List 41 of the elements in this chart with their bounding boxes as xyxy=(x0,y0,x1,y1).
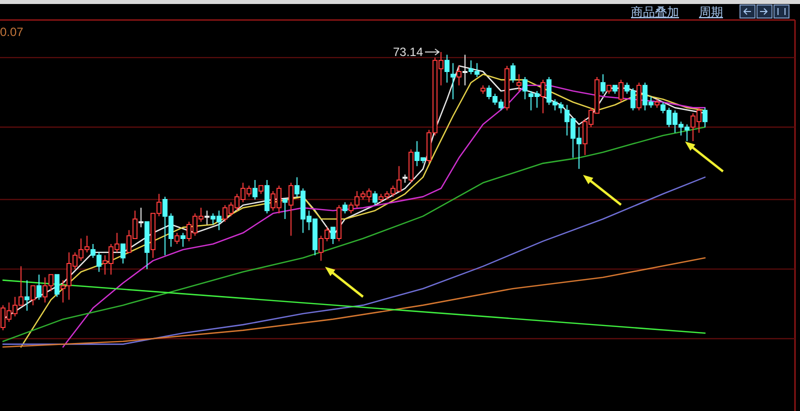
candlestick xyxy=(456,65,462,86)
candlestick xyxy=(540,79,546,114)
candlestick xyxy=(522,76,528,100)
candlestick xyxy=(600,74,606,94)
candlestick xyxy=(54,274,60,298)
candlestick xyxy=(342,202,348,214)
candlestick xyxy=(702,107,708,128)
candlestick xyxy=(480,84,486,94)
candlestick xyxy=(504,65,510,111)
candlestick xyxy=(516,74,522,92)
candlestick xyxy=(282,199,288,220)
candlestick xyxy=(330,226,336,244)
candlestick xyxy=(408,148,414,184)
candlestick xyxy=(264,180,270,214)
candlestick xyxy=(30,285,36,306)
annotation: 73.14 xyxy=(392,45,424,60)
candlestick xyxy=(138,207,144,228)
candlestick xyxy=(120,244,126,264)
candlestick xyxy=(252,180,258,200)
candlestick xyxy=(36,274,42,300)
candlestick xyxy=(444,54,450,84)
candlestick xyxy=(402,174,408,184)
candlestick xyxy=(372,190,378,206)
candlestick xyxy=(450,62,456,100)
candlestick xyxy=(258,185,264,194)
candlestick xyxy=(174,232,180,244)
candlestick xyxy=(654,98,660,108)
candlestick xyxy=(612,84,618,94)
candlestick xyxy=(24,280,30,312)
candlestick xyxy=(180,232,186,248)
candlestick xyxy=(636,82,642,111)
candlestick xyxy=(336,204,342,242)
candlestick xyxy=(510,62,516,84)
candlestick xyxy=(606,84,612,94)
text: 0.07 xyxy=(0,25,24,39)
text: 周期 xyxy=(699,5,723,19)
candlestick xyxy=(144,221,150,270)
candlestick xyxy=(204,210,210,225)
text: 商品叠加 xyxy=(631,5,679,19)
candlestick xyxy=(618,79,624,103)
candlestick xyxy=(288,182,294,236)
